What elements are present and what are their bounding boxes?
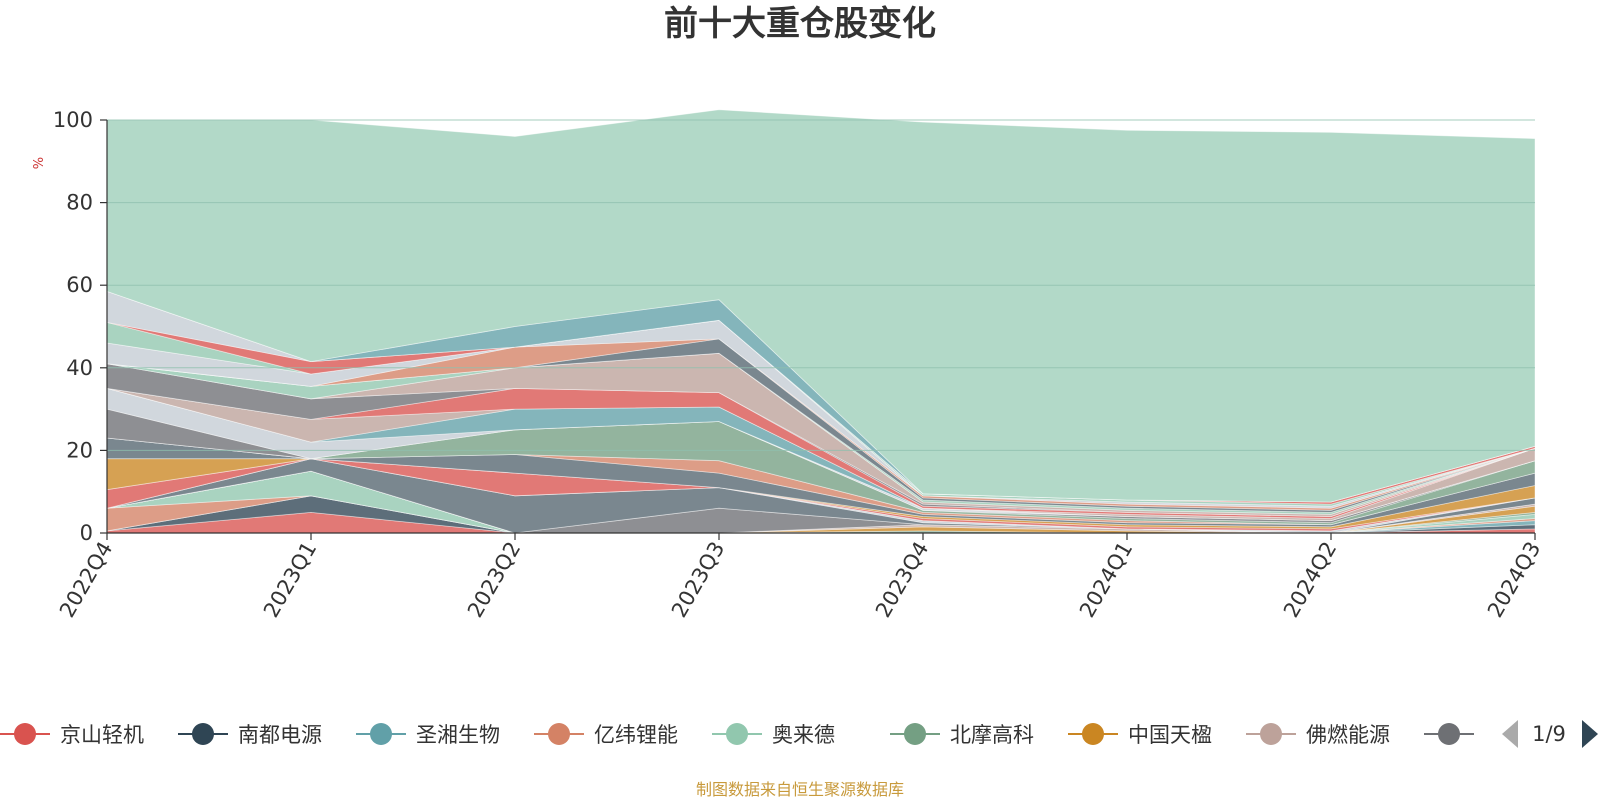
x-tick-label: 2024Q2	[1279, 538, 1341, 622]
gridlines	[107, 119, 1535, 451]
legend-marker	[192, 723, 214, 745]
plot-areas	[106, 109, 1536, 534]
y-tick-label: 100	[53, 108, 93, 132]
legend-item[interactable]: 奥来德	[712, 723, 835, 747]
legend-marker	[1260, 723, 1282, 745]
x-tick-label: 2023Q4	[871, 538, 933, 622]
legend-marker	[726, 723, 748, 745]
legend-item[interactable]: 亿纬锂能	[534, 723, 678, 747]
x-tick-label: 2024Q3	[1483, 538, 1545, 622]
legend-item[interactable]: 南都电源	[178, 723, 322, 747]
x-tick-label: 2023Q2	[463, 538, 525, 622]
legend-label: 奥来德	[772, 723, 835, 747]
legend-item[interactable]: 圣湘生物	[356, 723, 500, 747]
legend: 京山轻机 南都电源 圣湘生物 亿纬锂能 奥来德 北摩高科 中国天楹 佛燃能源 爱旭股份	[0, 723, 1568, 747]
legend-marker	[904, 723, 926, 745]
x-tick-label: 2022Q4	[55, 538, 117, 622]
legend-marker	[1438, 723, 1460, 745]
y-tick-label: 80	[66, 191, 93, 215]
chart-title: 前十大重仓股变化	[664, 4, 936, 44]
legend-label: 南都电源	[238, 723, 322, 747]
y-tick-label: 20	[66, 438, 93, 462]
legend-label: 中国天楹	[1128, 723, 1212, 747]
legend-marker	[14, 723, 36, 745]
legend-item[interactable]: 京山轻机	[0, 723, 144, 747]
y-axis-unit: %	[32, 157, 47, 169]
data-source-note: 制图数据来自恒生聚源数据库	[696, 780, 904, 799]
area-series-31	[106, 109, 1536, 503]
legend-item[interactable]: 佛燃能源	[1246, 723, 1390, 747]
y-tick-label: 40	[66, 356, 93, 380]
legend-label: 亿纬锂能	[594, 723, 678, 747]
legend-item[interactable]: 爱旭股份	[1424, 723, 1568, 747]
legend-pager: 1/9	[1502, 720, 1598, 748]
legend-label: 京山轻机	[60, 723, 144, 747]
legend-next-page-icon[interactable]	[1582, 720, 1598, 748]
legend-item[interactable]: 北摩高科	[890, 723, 1034, 747]
x-tick-label: 2023Q1	[259, 538, 321, 622]
legend-label: 佛燃能源	[1306, 723, 1390, 747]
legend-marker	[548, 723, 570, 745]
x-tick-label: 2023Q3	[667, 538, 729, 622]
legend-label: 北摩高科	[950, 723, 1034, 747]
y-tick-label: 0	[80, 521, 93, 545]
legend-marker	[370, 723, 392, 745]
legend-item[interactable]: 中国天楹	[1068, 723, 1212, 747]
legend-label: 圣湘生物	[416, 723, 500, 747]
legend-marker	[1082, 723, 1104, 745]
x-tick-label: 2024Q1	[1075, 538, 1137, 622]
y-tick-label: 60	[66, 273, 93, 297]
legend-prev-page-icon[interactable]	[1502, 720, 1518, 748]
legend-page-indicator: 1/9	[1532, 722, 1566, 746]
